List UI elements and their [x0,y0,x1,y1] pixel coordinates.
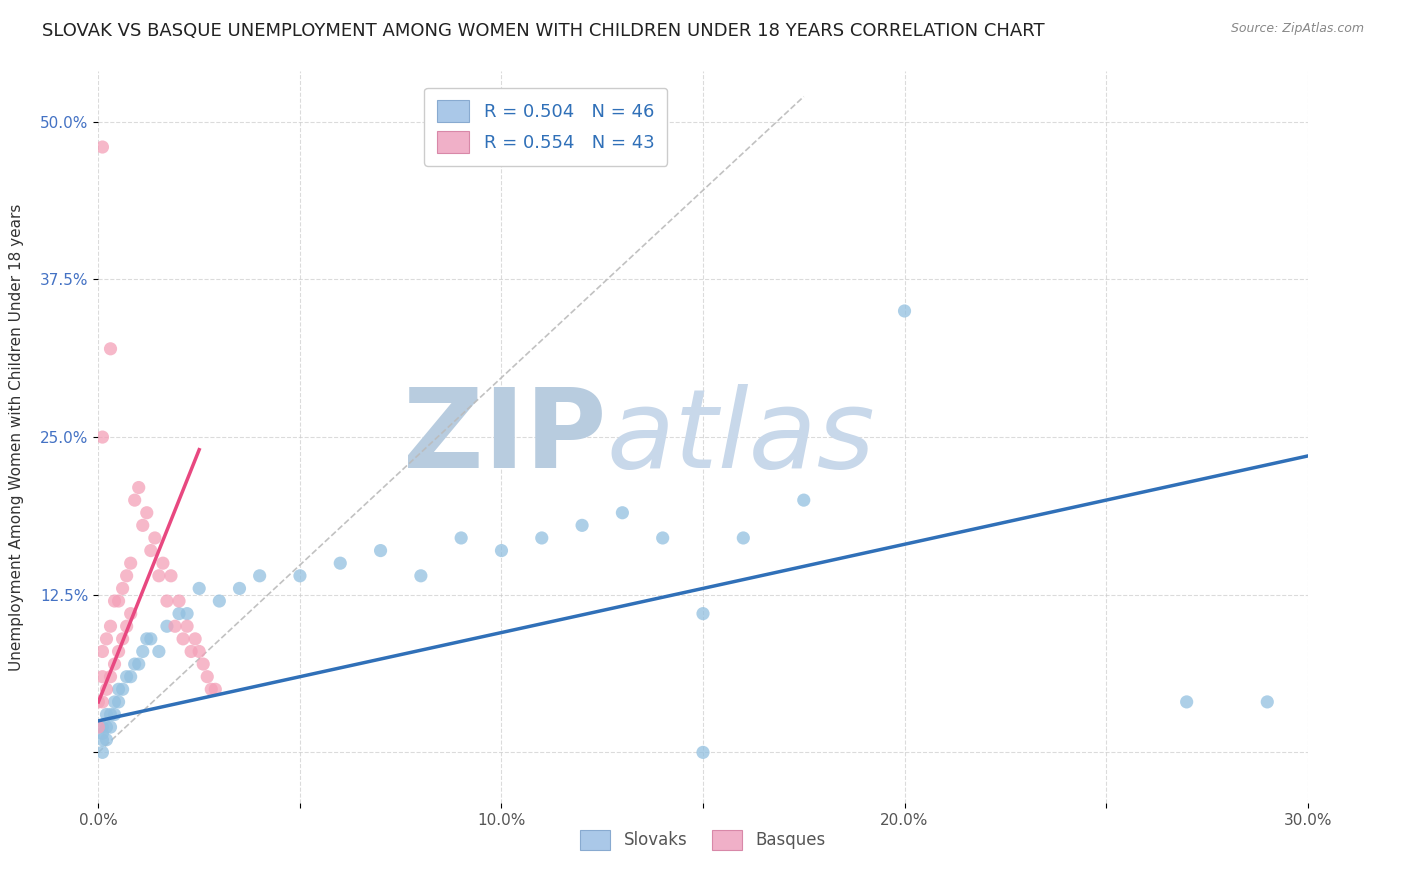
Point [103,594,125,608]
Point [160,569,183,583]
Point [176,619,198,633]
Point [111,682,134,697]
Point [91,726,114,740]
Point [91,644,114,658]
Point [111,582,134,596]
Point [120,607,142,621]
Point [107,644,129,658]
Text: SLOVAK VS BASQUE UNEMPLOYMENT AMONG WOMEN WITH CHILDREN UNDER 18 YEARS CORRELATI: SLOVAK VS BASQUE UNEMPLOYMENT AMONG WOME… [42,22,1045,40]
Point [139,632,162,646]
Point [1175,695,1198,709]
Point [91,140,114,154]
Point [176,607,198,621]
Point [124,657,146,671]
Point [152,556,174,570]
Point [120,670,142,684]
Point [180,644,202,658]
Point [195,670,218,684]
Point [132,518,155,533]
Point [96,682,118,697]
Point [204,682,226,697]
Point [200,682,222,697]
Point [249,569,271,583]
Point [172,632,194,646]
Point [188,582,211,596]
Point [91,745,114,759]
Point [793,493,815,508]
Point [167,594,190,608]
Point [124,493,146,508]
Point [91,695,114,709]
Point [128,481,150,495]
Point [148,569,170,583]
Point [100,342,122,356]
Point [228,582,250,596]
Point [530,531,553,545]
Point [288,569,311,583]
Point [87,695,110,709]
Point [139,543,162,558]
Point [692,607,714,621]
Y-axis label: Unemployment Among Women with Children Under 18 years: Unemployment Among Women with Children U… [8,203,24,671]
Point [1256,695,1278,709]
Point [692,745,714,759]
Point [115,569,138,583]
Point [100,707,122,722]
Point [115,619,138,633]
Point [96,707,118,722]
Point [87,720,110,734]
Text: ZIP: ZIP [404,384,606,491]
Point [107,695,129,709]
Legend: Slovaks, Basques: Slovaks, Basques [574,823,832,856]
Point [733,531,755,545]
Point [107,682,129,697]
Point [193,657,215,671]
Point [651,531,673,545]
Point [103,707,125,722]
Point [893,304,915,318]
Point [103,695,125,709]
Point [96,720,118,734]
Point [188,644,211,658]
Point [96,632,118,646]
Point [91,430,114,444]
Point [450,531,472,545]
Point [491,543,513,558]
Point [91,720,114,734]
Point [612,506,634,520]
Point [128,657,150,671]
Point [111,632,134,646]
Point [156,619,179,633]
Point [100,720,122,734]
Point [96,732,118,747]
Point [208,594,231,608]
Point [156,594,179,608]
Point [135,632,157,646]
Text: Source: ZipAtlas.com: Source: ZipAtlas.com [1230,22,1364,36]
Point [184,632,207,646]
Text: atlas: atlas [606,384,875,491]
Point [163,619,186,633]
Point [167,607,190,621]
Point [571,518,593,533]
Point [132,644,155,658]
Point [91,732,114,747]
Point [370,543,392,558]
Point [100,619,122,633]
Point [91,670,114,684]
Point [135,506,157,520]
Point [107,594,129,608]
Point [115,670,138,684]
Point [148,644,170,658]
Point [329,556,352,570]
Point [100,670,122,684]
Point [143,531,166,545]
Point [120,556,142,570]
Point [103,657,125,671]
Point [409,569,432,583]
